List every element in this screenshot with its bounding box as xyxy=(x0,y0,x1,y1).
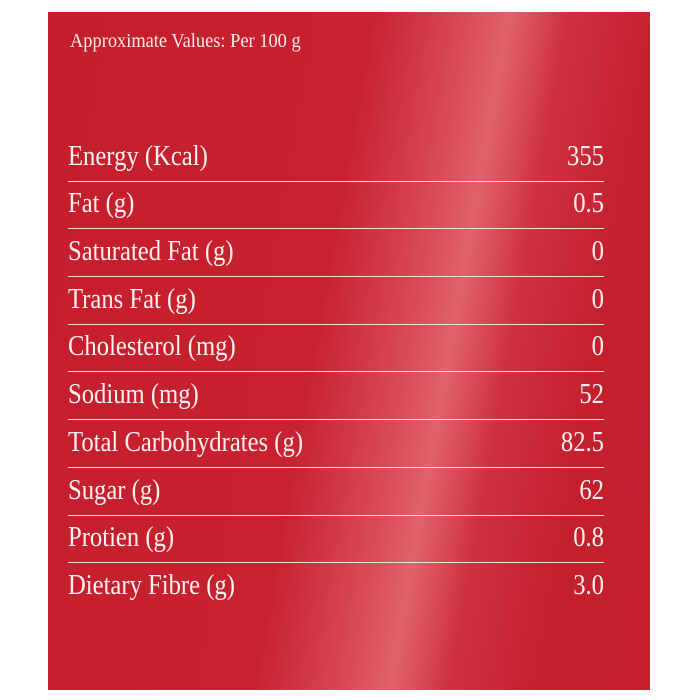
nutrient-name: Dietary Fibre (g) xyxy=(68,569,235,601)
nutrient-name: Sodium (mg) xyxy=(68,379,199,411)
nutrient-value: 0 xyxy=(591,236,604,268)
nutrition-row: Saturated Fat (g) 0 xyxy=(68,228,604,278)
nutrition-row: Sodium (mg) 52 xyxy=(68,372,604,421)
nutrient-name: Trans Fat (g) xyxy=(68,283,196,315)
nutrient-value: 82.5 xyxy=(560,426,604,458)
nutrition-row: Cholesterol (mg) 0 xyxy=(68,324,604,373)
nutrient-value: 0.5 xyxy=(573,188,604,220)
nutrient-name: Sugar (g) xyxy=(68,474,161,506)
nutrition-row: Sugar (g) 62 xyxy=(68,467,604,516)
title: Approximate Values: Per 100 g xyxy=(70,30,301,52)
nutrient-name: Fat (g) xyxy=(68,188,135,220)
nutrition-panel: Approximate Values: Per 100 g Energy (Kc… xyxy=(48,12,650,690)
nutrient-name: Total Carbohydrates (g) xyxy=(68,426,304,458)
nutrient-value: 0 xyxy=(591,331,604,363)
nutrient-value: 3.0 xyxy=(573,569,604,601)
nutrition-row: Energy (Kcal) 355 xyxy=(68,133,604,182)
nutrient-value: 0.8 xyxy=(573,522,604,554)
nutrition-row: Fat (g) 0.5 xyxy=(68,181,604,230)
nutrient-name: Saturated Fat (g) xyxy=(68,236,234,268)
nutrition-row: Dietary Fibre (g) 3.0 xyxy=(68,562,604,610)
nutrient-value: 62 xyxy=(579,474,604,506)
nutrition-row: Trans Fat (g) 0 xyxy=(68,276,604,325)
nutrient-name: Energy (Kcal) xyxy=(68,140,208,172)
nutrient-name: Protien (g) xyxy=(68,522,175,554)
nutrient-value: 52 xyxy=(579,379,604,411)
nutrition-row: Protien (g) 0.8 xyxy=(68,515,604,564)
nutrition-row: Total Carbohydrates (g) 82.5 xyxy=(68,419,604,468)
nutrient-value: 0 xyxy=(591,283,604,315)
nutrient-name: Cholesterol (mg) xyxy=(68,331,236,363)
nutrient-value: 355 xyxy=(567,140,604,172)
